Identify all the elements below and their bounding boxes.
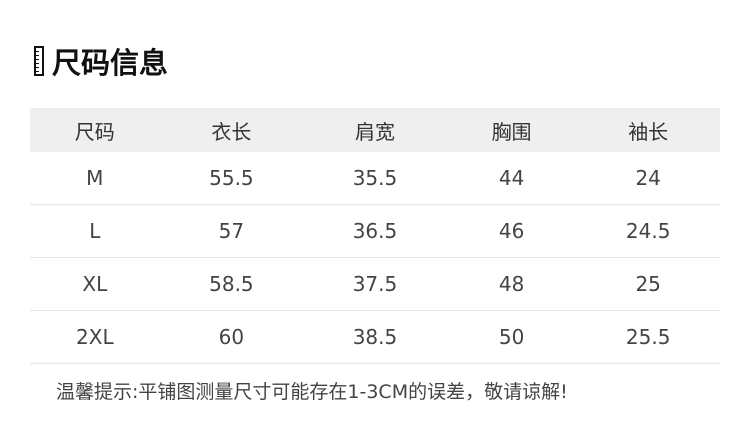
- table-cell: 25: [576, 257, 720, 311]
- section-title: 尺码信息: [34, 40, 168, 82]
- table-cell: 46: [446, 204, 577, 258]
- table-row: 2XL 60 38.5 50 25.5: [30, 310, 720, 364]
- title-text: 尺码信息: [52, 46, 169, 80]
- table-cell: 24.5: [576, 204, 720, 258]
- table-cell: 24: [576, 152, 720, 205]
- column-header: 尺码: [30, 108, 160, 152]
- table-cell: M: [30, 152, 160, 205]
- table-cell: 55.5: [159, 152, 304, 205]
- table-cell: XL: [30, 257, 160, 311]
- table-cell: 35.5: [303, 152, 447, 205]
- size-table: 尺码 衣长 肩宽 胸围 袖长 M 55.5 35.5 44 24 L 57 36.5 46 24.5 XL 5…: [30, 108, 720, 364]
- table-cell: 44: [446, 152, 577, 205]
- table-row: M 55.5 35.5 44 24: [30, 152, 720, 205]
- column-header: 肩宽: [303, 108, 447, 152]
- table-header-row: 尺码 衣长 肩宽 胸围 袖长: [30, 108, 720, 152]
- table-cell: 37.5: [303, 257, 447, 311]
- table-cell: 25.5: [576, 310, 720, 364]
- table-cell: L: [30, 204, 160, 258]
- table-cell: 2XL: [30, 310, 160, 364]
- table-cell: 57: [159, 204, 304, 258]
- column-header: 袖长: [576, 108, 720, 152]
- ruler-icon: [34, 46, 44, 76]
- table-cell: 38.5: [303, 310, 447, 364]
- table-cell: 50: [446, 310, 577, 364]
- table-row: L 57 36.5 46 24.5: [30, 204, 720, 258]
- size-note: 温馨提示:平铺图测量尺寸可能存在1-3CM的误差，敬请谅解!: [56, 381, 568, 403]
- table-cell: 60: [159, 310, 304, 364]
- column-header: 衣长: [159, 108, 304, 152]
- column-header: 胸围: [446, 108, 577, 152]
- table-cell: 48: [446, 257, 577, 311]
- table-row: XL 58.5 37.5 48 25: [30, 257, 720, 311]
- table-cell: 58.5: [159, 257, 304, 311]
- table-cell: 36.5: [303, 204, 447, 258]
